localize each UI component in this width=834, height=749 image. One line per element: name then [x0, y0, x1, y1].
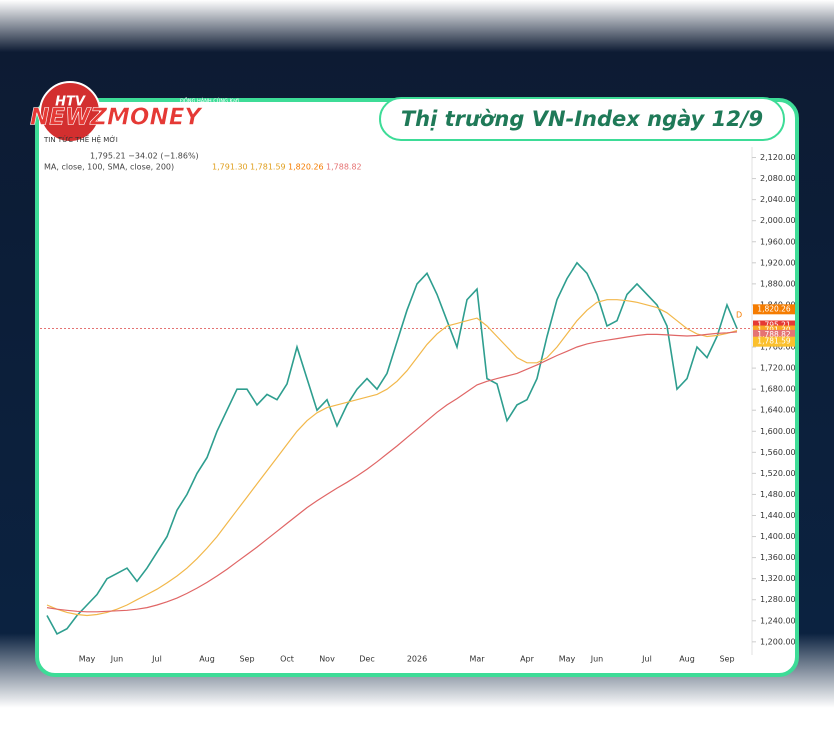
- d-marker: D: [736, 311, 742, 320]
- legend-line: 1,795.21 −34.02 (−1.86%): [90, 152, 199, 161]
- x-tick-label: May: [79, 655, 96, 664]
- x-tick-label: Aug: [679, 655, 695, 664]
- legend-line: MA, close, 100, SMA, close, 200): [44, 163, 174, 172]
- tagline: TIN TỨC THẾ HỆ MỚI: [43, 134, 118, 144]
- x-tick-label: Sep: [719, 655, 734, 664]
- x-tick-label: Apr: [520, 655, 535, 664]
- x-tick-label: May: [559, 655, 576, 664]
- x-tick-label: Mar: [469, 655, 485, 664]
- title-pill: [379, 97, 785, 141]
- y-tick-label: 1,640.00: [760, 406, 796, 415]
- price-tag: [753, 320, 795, 331]
- y-tick-label: 1,320.00: [760, 574, 796, 583]
- y-tick-label: 1,560.00: [760, 448, 796, 457]
- y-tick-label: 1,360.00: [760, 553, 796, 562]
- y-tick-label: 2,080.00: [760, 174, 796, 183]
- legend-value: 1,791.30: [212, 163, 248, 172]
- price-tag-label: 1,795.21: [757, 321, 791, 330]
- x-tick-label: Nov: [319, 655, 335, 664]
- legend-value: 1,781.59: [250, 163, 286, 172]
- y-tick-label: 1,760.00: [760, 343, 796, 352]
- y-tick-label: 1,600.00: [760, 427, 796, 436]
- y-tick-label: 1,400.00: [760, 532, 796, 541]
- x-tick-label: Oct: [280, 655, 294, 664]
- x-tick-label: Sep: [239, 655, 254, 664]
- logo-circle: [39, 81, 101, 143]
- price-tag: [753, 304, 795, 315]
- chart-title: Thị trường VN-Index ngày 12/9: [401, 107, 763, 131]
- x-tick-label: 2026: [407, 655, 427, 664]
- legend-value: 1,788.82: [326, 163, 362, 172]
- y-tick-label: 1,480.00: [760, 490, 796, 499]
- logo-text: HTV: [55, 95, 86, 110]
- y-tick-label: 1,960.00: [760, 237, 796, 246]
- y-tick-label: 1,720.00: [760, 364, 796, 373]
- series-line: [46, 299, 738, 617]
- price-tag: [753, 336, 795, 347]
- series-line: [46, 331, 738, 613]
- y-tick-label: 1,520.00: [760, 469, 796, 478]
- price-tag: [753, 329, 795, 340]
- x-tick-label: Jul: [641, 655, 652, 664]
- y-tick-label: 1,920.00: [760, 258, 796, 267]
- partner: ĐỒNG HÀNH CÙNG Kafi: [180, 96, 239, 105]
- price-tag-label: 1,788.82: [757, 330, 791, 339]
- y-tick-label: 1,240.00: [760, 616, 796, 625]
- y-tick-label: 1,280.00: [760, 595, 796, 604]
- x-tick-label: Jun: [110, 655, 124, 664]
- y-tick-label: 2,000.00: [760, 216, 796, 225]
- y-tick-label: 1,200.00: [760, 637, 796, 646]
- y-tick-label: 1,880.00: [760, 279, 796, 288]
- price-tag-label: 1,820.26: [757, 304, 791, 313]
- y-tick-label: 2,040.00: [760, 195, 796, 204]
- y-tick-label: 1,440.00: [760, 511, 796, 520]
- x-tick-label: Jun: [590, 655, 604, 664]
- y-tick-label: 1,680.00: [760, 385, 796, 394]
- y-tick-label: 2,120.00: [760, 153, 796, 162]
- price-tag-label: 1,781.59: [757, 337, 791, 346]
- series-line: [46, 261, 738, 635]
- x-tick-label: Aug: [199, 655, 215, 664]
- x-tick-label: Jul: [151, 655, 162, 664]
- legend-value: 1,820.26: [288, 163, 324, 172]
- brand: NEWZMONEY: [30, 105, 203, 131]
- x-tick-label: Dec: [359, 655, 374, 664]
- chart-frame: [35, 98, 799, 677]
